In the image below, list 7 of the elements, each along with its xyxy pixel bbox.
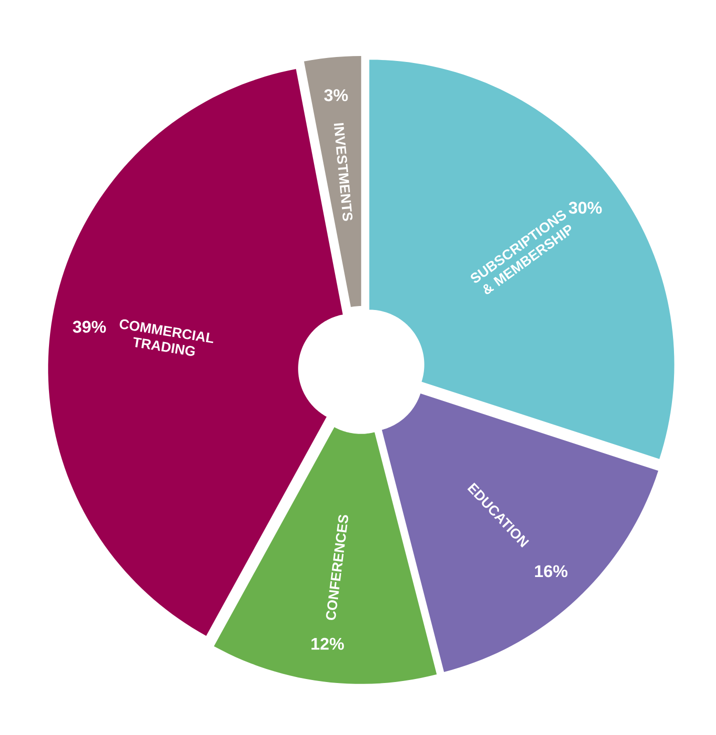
data-label: 12% xyxy=(312,638,344,650)
data-label: 30% xyxy=(568,202,602,214)
data-label: 16% xyxy=(535,565,568,578)
data-label: 39% xyxy=(72,320,106,333)
slice-label: INVESTMENTS xyxy=(334,122,352,221)
data-label: 3% xyxy=(324,89,348,102)
slice-label: CONFERENCES xyxy=(326,514,348,620)
